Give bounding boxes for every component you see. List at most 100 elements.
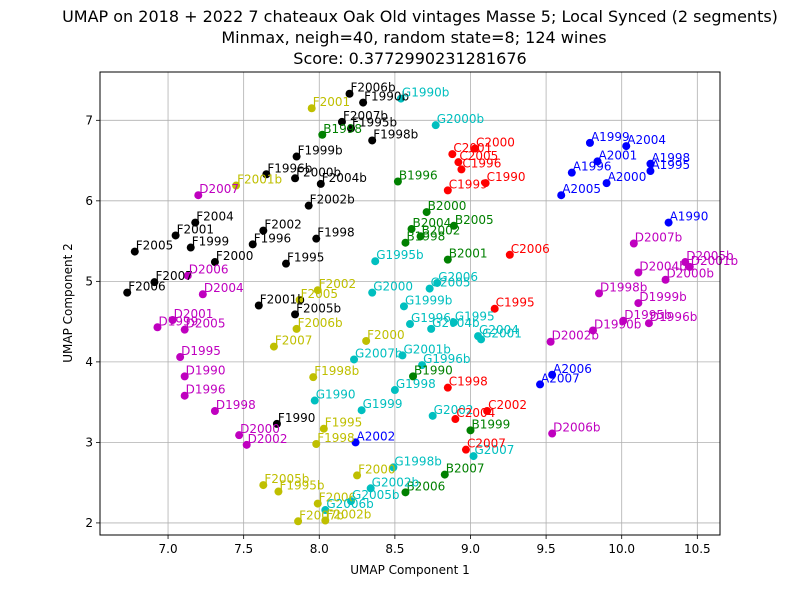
y-tick-label: 4 [85,355,93,369]
data-point [176,353,185,362]
point-label: F2000 [367,328,404,342]
point-label: D2001 [174,307,214,321]
point-label: F1995 [325,416,362,430]
data-point [443,255,452,264]
data-point [634,299,643,308]
point-label: B2006 [406,479,445,493]
x-tick-label: 7.0 [159,542,178,556]
data-point [431,121,440,130]
point-label: G1998b [394,454,441,468]
point-label: A2007 [541,371,580,385]
data-point [359,98,368,107]
point-label: D2005 [186,317,226,331]
point-label: G2004b [432,316,479,330]
point-label: B1990 [414,363,453,377]
data-point [490,304,499,313]
point-label: G1990b [402,86,449,100]
point-label: F2004 [196,210,233,224]
point-label: G1995 [455,309,495,323]
data-point [401,238,410,247]
point-label: C2007 [467,437,506,451]
data-point [418,361,427,370]
x-tick-label: 10.5 [684,542,711,556]
data-point [242,440,251,449]
chart-title-line-3: Score: 0.3772990231281676 [293,49,526,68]
data-point [366,484,375,493]
data-point [685,262,694,271]
point-label: F1998 [317,431,354,445]
point-label: F2007 [155,269,192,283]
point-label: D1998b [600,280,647,294]
data-point [644,319,653,328]
point-label: F2000 [358,462,395,476]
data-point [619,316,628,325]
x-tick-label: 9.0 [461,542,480,556]
point-label: F2007b [343,109,388,123]
point-label: C2002 [488,398,527,412]
data-point [316,179,325,188]
point-label: F2006b [298,316,343,330]
data-point [312,440,321,449]
data-point [406,320,414,329]
data-point [351,438,360,447]
point-label: G2002 [434,403,474,417]
grid-layer [100,72,720,535]
point-label: G2004 [479,323,519,337]
point-label: D1996 [186,383,226,397]
data-point [248,240,257,249]
point-label: F2002 [319,277,356,291]
point-label: F2001 [313,95,350,109]
data-point [274,487,283,496]
point-label: B2007 [446,462,485,476]
point-label: F2005b [264,472,309,486]
y-axis-label: UMAP Component 2 [61,243,75,363]
point-label: F2001b [237,173,282,187]
point-label: G2001b [403,342,450,356]
x-tick-label: 7.5 [234,542,253,556]
data-point [191,218,200,227]
data-point [588,326,597,335]
point-label: G2007b [355,346,402,360]
point-label: D1998 [216,398,256,412]
data-point [262,170,271,179]
data-point [291,310,300,319]
data-point [307,104,316,113]
data-point [461,445,470,454]
point-label: F2001 [177,222,214,236]
point-label: G1995b [376,248,423,262]
data-point [168,316,177,325]
data-point [409,372,418,381]
point-label: G1999 [363,397,403,411]
data-point [451,415,460,424]
point-label: F1998 [317,226,354,240]
point-label: D2001b [691,254,738,268]
data-point [401,488,410,497]
point-label: F1995b [352,115,397,129]
data-point [443,186,452,195]
point-label: A1998 [651,151,690,165]
point-label: G2006 [438,270,478,284]
point-label: D2006b [553,421,600,435]
point-label: D2000 [240,422,280,436]
point-label: D1995 [181,344,221,358]
data-point [180,372,189,381]
point-label: F1995 [287,251,324,265]
point-label: F2005b [296,301,341,315]
data-point [368,136,377,145]
point-label: G2006b [326,497,373,511]
data-point [210,258,219,267]
data-point [398,351,407,360]
x-tick-label: 9.5 [537,542,556,556]
point-label: F1990b [364,90,409,104]
point-label: A1996 [573,160,612,174]
point-label: C1999 [449,177,488,191]
data-point [319,424,328,433]
data-point [312,234,321,243]
data-point [347,497,356,506]
point-label: D1996b [650,310,697,324]
point-label: F1998b [314,364,359,378]
point-label: A2000 [608,170,647,184]
point-label: D1999 [158,314,198,328]
data-point [150,278,159,287]
